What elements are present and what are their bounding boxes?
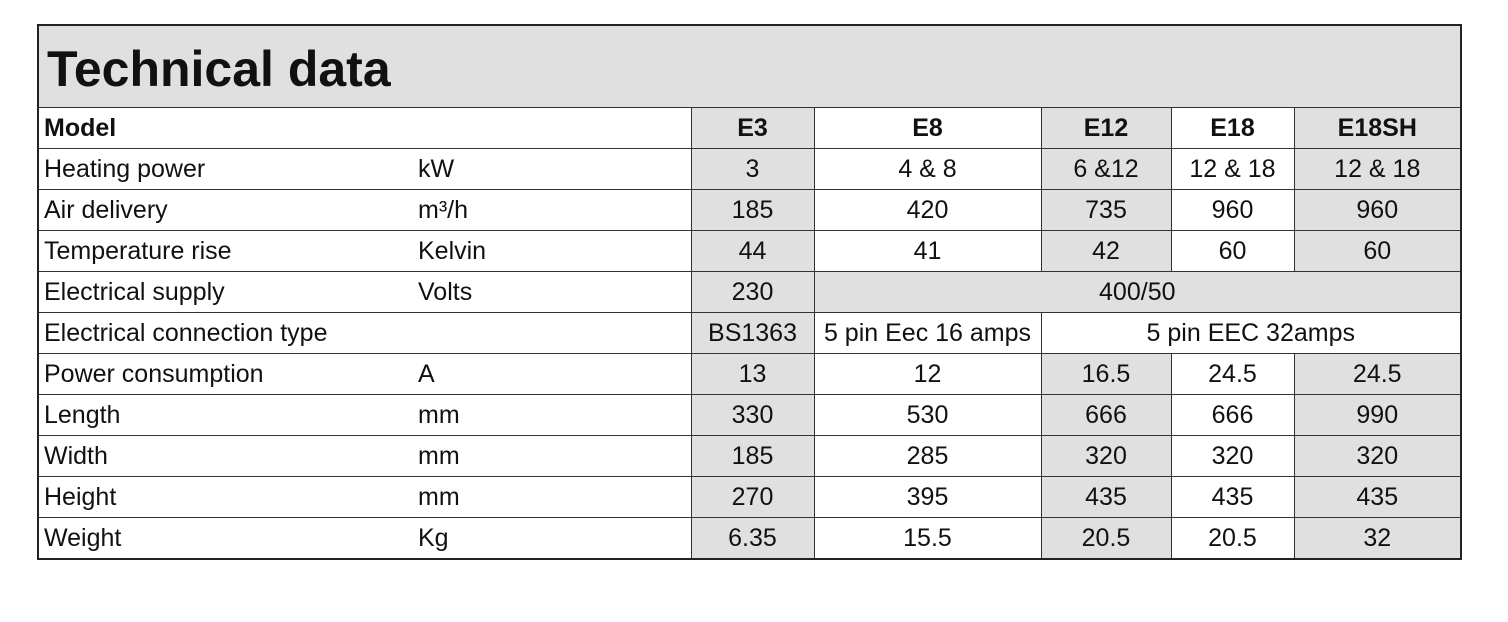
row-unit: Kelvin (406, 230, 691, 272)
value-cell: 6.35 (690, 517, 815, 560)
value-cell: 5 pin EEC 32amps (1040, 312, 1462, 354)
header-label: Model (38, 107, 691, 149)
value-cell: 32 (1293, 517, 1462, 560)
value-cell: 960 (1170, 189, 1295, 231)
row-unit: mm (406, 394, 691, 436)
technical-data-table: Technical data Model E3 E8 E12 E18 E18SH Heati… (37, 24, 1463, 560)
data-row: Electrical connection type BS1363 5 pin Ee… (38, 312, 1462, 354)
value-cell: 42 (1040, 230, 1172, 272)
row-label: Height (38, 476, 406, 518)
model-name: E3 (690, 107, 815, 149)
value-cell: 60 (1293, 230, 1462, 272)
table-title: Technical data (38, 24, 1462, 108)
value-cell: 24.5 (1293, 353, 1462, 395)
value-cell: 4 & 8 (813, 148, 1042, 190)
value-cell: 12 & 18 (1170, 148, 1295, 190)
value-cell: 16.5 (1040, 353, 1172, 395)
value-cell: 735 (1040, 189, 1172, 231)
row-unit (406, 312, 691, 354)
row-label: Weight (38, 517, 406, 560)
value-cell: 6 &12 (1040, 148, 1172, 190)
value-cell: 185 (690, 189, 815, 231)
data-row: Air delivery m³/h 185 420 735 960 960 (38, 189, 1462, 231)
value-cell: 666 (1040, 394, 1172, 436)
value-cell: 230 (690, 271, 815, 313)
value-cell: 44 (690, 230, 815, 272)
row-unit: A (406, 353, 691, 395)
value-cell: 435 (1170, 476, 1295, 518)
row-label: Length (38, 394, 406, 436)
data-row: Power consumption A 13 12 16.5 24.5 24.5 (38, 353, 1462, 395)
value-cell: 185 (690, 435, 815, 477)
value-cell: 420 (813, 189, 1042, 231)
row-label: Power consumption (38, 353, 406, 395)
value-cell: 320 (1293, 435, 1462, 477)
value-cell: 400/50 (813, 271, 1462, 313)
row-label: Heating power (38, 148, 406, 190)
model-name: E12 (1040, 107, 1172, 149)
data-row: Width mm 185 285 320 320 320 (38, 435, 1462, 477)
data-row: Weight Kg 6.35 15.5 20.5 20.5 32 (38, 517, 1462, 560)
data-row: Height mm 270 395 435 435 435 (38, 476, 1462, 518)
value-cell: 435 (1293, 476, 1462, 518)
row-unit: kW (406, 148, 691, 190)
value-cell: 20.5 (1040, 517, 1172, 560)
model-name: E18 (1170, 107, 1295, 149)
value-cell: 285 (813, 435, 1042, 477)
data-row: Temperature rise Kelvin 44 41 42 60 60 (38, 230, 1462, 272)
row-unit: m³/h (406, 189, 691, 231)
value-cell: 666 (1170, 394, 1295, 436)
value-cell: 320 (1170, 435, 1295, 477)
value-cell: 12 (813, 353, 1042, 395)
value-cell: 960 (1293, 189, 1462, 231)
value-cell: 20.5 (1170, 517, 1295, 560)
row-unit: Kg (406, 517, 691, 560)
row-unit: mm (406, 435, 691, 477)
row-label: Temperature rise (38, 230, 406, 272)
value-cell: 15.5 (813, 517, 1042, 560)
row-label: Electrical connection type (38, 312, 406, 354)
value-cell: 270 (690, 476, 815, 518)
row-label: Width (38, 435, 406, 477)
value-cell: 330 (690, 394, 815, 436)
row-unit: mm (406, 476, 691, 518)
row-label: Air delivery (38, 189, 406, 231)
row-label: Electrical supply (38, 271, 406, 313)
header-row: Model E3 E8 E12 E18 E18SH (38, 107, 1462, 149)
value-cell: 990 (1293, 394, 1462, 436)
value-cell: 3 (690, 148, 815, 190)
value-cell: BS1363 (690, 312, 815, 354)
data-row: Length mm 330 530 666 666 990 (38, 394, 1462, 436)
value-cell: 13 (690, 353, 815, 395)
value-cell: 60 (1170, 230, 1295, 272)
value-cell: 435 (1040, 476, 1172, 518)
value-cell: 5 pin Eec 16 amps (813, 312, 1042, 354)
value-cell: 12 & 18 (1293, 148, 1462, 190)
model-name: E18SH (1293, 107, 1462, 149)
data-row: Electrical supply Volts 230 400/50 (38, 271, 1462, 313)
value-cell: 41 (813, 230, 1042, 272)
model-name: E8 (813, 107, 1042, 149)
row-unit: Volts (406, 271, 691, 313)
value-cell: 320 (1040, 435, 1172, 477)
value-cell: 24.5 (1170, 353, 1295, 395)
value-cell: 530 (813, 394, 1042, 436)
value-cell: 395 (813, 476, 1042, 518)
